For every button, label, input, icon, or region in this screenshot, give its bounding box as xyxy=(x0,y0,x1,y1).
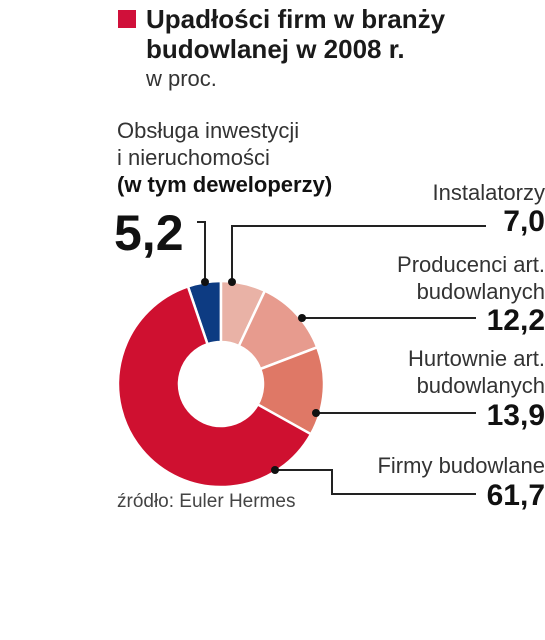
donut-slice-firmy xyxy=(116,284,313,489)
leader-dot-hurtownie xyxy=(312,409,320,417)
slice-label-instalatorzy: Instalatorzy xyxy=(432,180,545,205)
leader-line-firmy xyxy=(275,469,476,495)
slice-label-obsluga-line-1: Obsługa inwestycji xyxy=(117,118,300,143)
slice-label-firmy: Firmy budowlane xyxy=(377,453,545,478)
slice-value-firmy: 61,7 xyxy=(486,479,545,512)
leader-line-obsluga xyxy=(197,221,206,282)
slice-label-hurtownie-line-1: Hurtownie art. xyxy=(408,346,545,371)
slice-label-producenci-line-1: Producenci art. xyxy=(397,252,545,277)
slice-value-hurtownie: 13,9 xyxy=(486,399,545,432)
slice-value-obsluga: 5,2 xyxy=(114,205,184,261)
slice-label-producenci-line-2: budowlanych xyxy=(416,279,545,304)
source-note: źródło: Euler Hermes xyxy=(117,491,296,512)
chart-unit-label: w proc. xyxy=(146,66,217,91)
slice-value-instalatorzy: 7,0 xyxy=(503,205,545,238)
title-square-marker xyxy=(118,10,136,28)
leader-dot-instalatorzy xyxy=(228,278,236,286)
slice-label-obsluga-line-2: i nieruchomości xyxy=(117,145,270,170)
slice-label-hurtownie-line-2: budowlanych xyxy=(416,373,545,398)
leader-dot-firmy xyxy=(271,466,279,474)
slice-label-obsluga-line-3: (w tym deweloperzy) xyxy=(117,172,333,197)
slice-value-producenci: 12,2 xyxy=(486,304,545,337)
chart-title-line-2: budowlanej w 2008 r. xyxy=(146,34,405,64)
leader-line-instalatorzy xyxy=(231,225,486,282)
leader-dot-producenci xyxy=(298,314,306,322)
chart-title-line-1: Upadłości firm w branży xyxy=(146,4,446,34)
leader-dot-obsluga xyxy=(201,278,209,286)
